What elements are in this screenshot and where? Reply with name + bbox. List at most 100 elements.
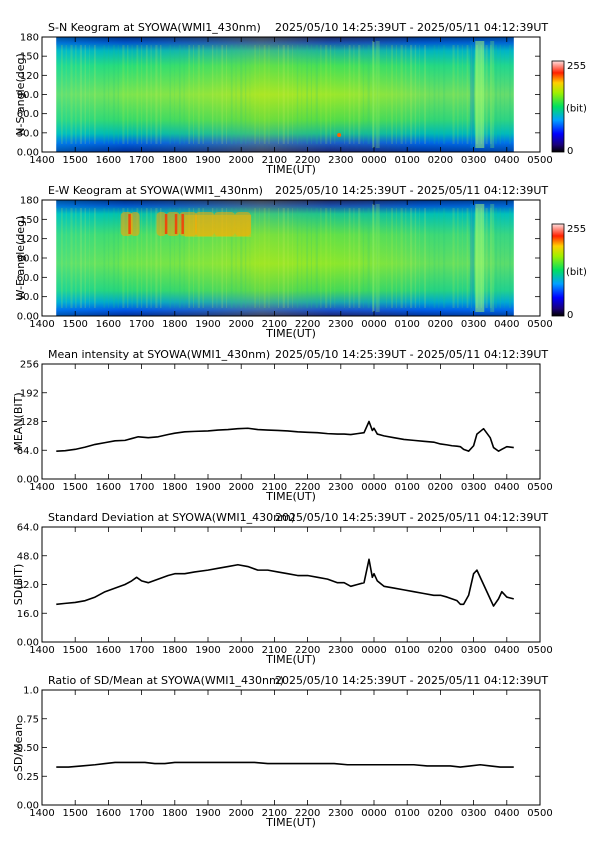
x-tick-label: 2100 [262, 645, 287, 656]
keogram-streak [494, 45, 498, 144]
keogram-streak [471, 45, 472, 144]
panel-timeframe: 2025/05/10 14:25:39UT - 2025/05/11 04:12… [275, 184, 548, 197]
keogram-streak [310, 208, 312, 308]
keogram-streak [60, 208, 63, 308]
keogram-streak [428, 45, 430, 144]
x-tick-label: 2000 [228, 155, 253, 166]
keogram-streak [509, 208, 511, 308]
y-axis-label: SD/Mean [12, 723, 25, 772]
keogram-streak [169, 45, 171, 144]
y-tick-label: 0.75 [17, 714, 39, 725]
keogram-bright-band [475, 204, 485, 312]
x-tick-label: 1500 [62, 482, 87, 493]
x-tick-label: 1600 [96, 482, 121, 493]
keogram-aurora-patch [130, 212, 140, 236]
keogram-streak [395, 45, 397, 144]
keogram-streak [386, 208, 388, 308]
y-axis-label: N-S angle(deg) [14, 53, 27, 136]
keogram-streak [367, 45, 370, 144]
keogram-streak [358, 208, 361, 308]
x-tick-label: 1800 [162, 319, 187, 330]
keogram-streak [230, 45, 233, 144]
x-tick-label: 1900 [195, 808, 220, 819]
keogram-streak [433, 208, 436, 308]
x-tick-label: 2300 [328, 319, 353, 330]
x-tick-label: 1700 [129, 155, 154, 166]
colorbar-min-label: 0 [567, 310, 573, 321]
y-tick-label: 30.0 [17, 292, 39, 303]
keogram-streak [320, 208, 322, 308]
y-tick-label: 0.00 [17, 148, 39, 159]
colorbar [551, 223, 565, 317]
colorbar-min-label: 0 [567, 146, 573, 157]
keogram-streak [94, 208, 96, 308]
y-tick-label: 64.0 [17, 446, 39, 457]
keogram-streak [136, 208, 139, 308]
keogram-streak [263, 208, 266, 308]
keogram-streak [372, 45, 374, 144]
keogram-streak [150, 208, 152, 308]
keogram-streak [438, 45, 440, 144]
y-tick-label: 120 [20, 71, 39, 82]
keogram-streak [117, 45, 119, 144]
x-tick-label: 0300 [461, 319, 486, 330]
keogram-aurora-patch [166, 212, 180, 236]
keogram-streak [197, 208, 200, 308]
keogram-streak [367, 208, 370, 308]
y-tick-label: 256 [20, 360, 39, 371]
keogram-streak [89, 208, 90, 308]
x-tick-label: 2300 [328, 155, 353, 166]
keogram-streak [65, 208, 67, 308]
x-tick-label: 1700 [129, 319, 154, 330]
x-axis-label: TIME(UT) [265, 163, 316, 176]
keogram-streak [334, 45, 336, 144]
y-tick-label: 180 [20, 196, 39, 207]
keogram-bright-band [490, 204, 495, 312]
y-tick-label: 60.0 [17, 273, 39, 284]
keogram-bright-band [372, 41, 375, 148]
keogram-streak [268, 208, 270, 308]
keogram-streak [353, 208, 355, 308]
keogram-streak [178, 45, 181, 144]
keogram-streak [226, 208, 228, 308]
keogram-streak [301, 45, 303, 144]
keogram-streak [202, 45, 204, 144]
keogram-aurora-region [184, 215, 252, 237]
panel-timeframe: 2025/05/10 14:25:39UT - 2025/05/11 04:12… [275, 21, 548, 34]
keogram-streak [211, 208, 214, 308]
y-tick-label: 16.0 [17, 609, 39, 620]
keogram-bright-band [375, 204, 380, 312]
y-tick-label: 0.00 [17, 312, 39, 323]
keogram-streak [183, 45, 185, 144]
keogram-streak [410, 208, 413, 308]
x-tick-label: 1400 [29, 645, 54, 656]
x-tick-label: 2100 [262, 155, 287, 166]
x-tick-label: 0400 [494, 645, 519, 656]
keogram-streak [414, 208, 417, 308]
x-tick-label: 1400 [29, 155, 54, 166]
x-tick-label: 0000 [361, 808, 386, 819]
keogram-streak [65, 45, 67, 144]
keogram-streak [405, 45, 407, 144]
x-tick-label: 1900 [195, 482, 220, 493]
keogram-streak [296, 45, 299, 144]
keogram-streak [301, 208, 303, 308]
keogram-streak [150, 45, 152, 144]
keogram-streak [372, 208, 374, 308]
keogram-streak [145, 45, 148, 144]
x-tick-label: 1800 [162, 645, 187, 656]
keogram-streak [244, 208, 247, 308]
keogram-streak [405, 208, 407, 308]
keogram-streak [509, 45, 511, 144]
keogram-streak [131, 208, 133, 308]
keogram-streak [240, 45, 243, 144]
keogram-streak [452, 45, 455, 144]
keogram-streak [155, 45, 158, 144]
x-tick-label: 0300 [461, 482, 486, 493]
series-line [56, 761, 514, 768]
panel-title: Mean intensity at SYOWA(WMI1_430nm) [48, 348, 270, 361]
x-tick-label: 0000 [361, 319, 386, 330]
keogram-bright-band [372, 204, 375, 312]
y-tick-label: 0.50 [17, 743, 39, 754]
series-line [56, 558, 514, 607]
